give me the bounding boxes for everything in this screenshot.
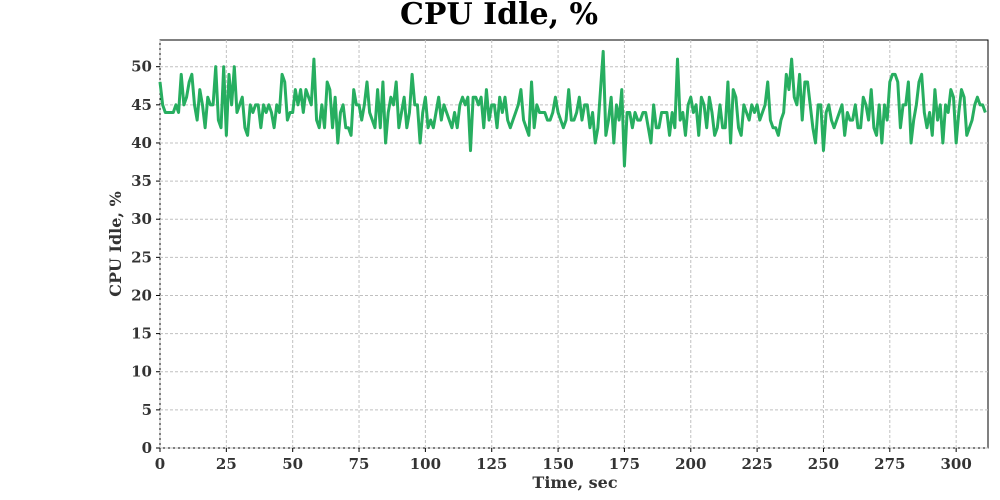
x-axis-label: Time, sec (532, 473, 617, 492)
y-tick-label: 5 (142, 401, 152, 419)
x-tick-label: 200 (675, 455, 706, 473)
x-tick-label: 50 (282, 455, 303, 473)
y-tick-label: 10 (131, 363, 152, 381)
x-tick-label: 225 (741, 455, 772, 473)
x-tick-label: 175 (609, 455, 640, 473)
x-tick-label: 0 (155, 455, 165, 473)
series-line-cpu-idle (158, 49, 987, 168)
y-axis-label: CPU Idle, % (106, 191, 125, 297)
y-tick-label: 0 (142, 439, 152, 457)
x-tick-label: 150 (542, 455, 573, 473)
plot-area (159, 39, 989, 449)
y-tick-label: 20 (131, 286, 152, 304)
x-tick-label: 250 (808, 455, 839, 473)
x-tick-label: 300 (940, 455, 971, 473)
y-tick-label: 50 (131, 58, 152, 76)
y-tick-label: 30 (131, 210, 152, 228)
chart-title: CPU Idle, % (400, 0, 598, 32)
y-tick-label: 45 (131, 96, 152, 114)
x-tick-label: 25 (216, 455, 237, 473)
x-tick-label: 125 (476, 455, 507, 473)
y-tick-label: 25 (131, 248, 152, 266)
y-tick-label: 35 (131, 172, 152, 190)
y-tick-label: 15 (131, 325, 152, 343)
x-tick-label: 75 (349, 455, 370, 473)
x-tick-label: 100 (410, 455, 441, 473)
x-tick-label: 275 (874, 455, 905, 473)
axis-ticks: 0 25 50 75 100 125 150 175 200 225 250 275 300 0 5 10 15… (131, 58, 972, 473)
y-tick-label: 40 (131, 134, 152, 152)
